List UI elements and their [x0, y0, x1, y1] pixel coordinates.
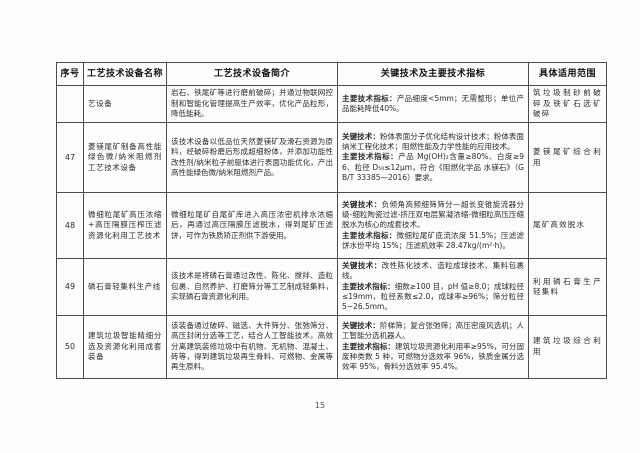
- col-header-keytech: 关键技术及主要技术指标: [337, 62, 529, 86]
- keytech-paragraph: 关键技术：负倾角高频细筛筛分—超长变锥旋流器分级-细粒陶瓷过滤-挤压双电层絮凝浓…: [342, 200, 524, 231]
- table-row: 48 微细粒尾矿高压浓缩+高压隔膜压榨压滤资源化利用工艺技术 微细粒尾矿自尾矿库…: [56, 192, 607, 259]
- cell-keytech: 关键技术：阶梯筛；复合张弛筛；高压密度风选机；人工智能分选机器人。 主要技术指标…: [337, 314, 529, 379]
- cell-serial: 49: [56, 258, 84, 316]
- keytech-label: 主要技术指标：: [342, 230, 397, 240]
- cell-serial: 50: [56, 314, 84, 379]
- keytech-paragraph: 关键技术：改性陈化技术、造粒成球技术、集料包裹线。: [342, 261, 524, 282]
- keytech-paragraph: 主要技术指标：细数≥100 目，pH 值≥8.0；成球粒径≤19mm，粒径系数≤…: [342, 282, 524, 313]
- cell-keytech: 关键技术：改性陈化技术、造粒成球技术、集料包裹线。 主要技术指标：细数≥100 …: [337, 258, 529, 316]
- keytech-text: 细数≥100 目，pH 值≥8.0；成球粒径≤19mm，粒径系数≤2.0，成球率…: [342, 281, 524, 312]
- cell-scope: 尾矿高效脱水: [528, 192, 607, 259]
- keytech-paragraph: 主要技术指标：产品 Mg(OH)₂含量≥80%、白度≥96、粒径 D₅₀≤12μ…: [342, 152, 524, 183]
- table-row: 47 菱镁尾矿制备高性能绿色微/纳米阻燃剂工艺技术设备 该技术设备以低品位天然菱…: [56, 122, 607, 193]
- cell-intro: 微细粒尾矿自尾矿库进入高压浓密机排水浓缩后，再通过高压隔膜压滤脱水，得到尾矿压滤…: [166, 192, 338, 259]
- col-header-name: 工艺技术设备名称: [83, 62, 167, 86]
- keytech-text: 阶梯筛；复合张弛筛；高压密度风选机；人工智能分选机器人。: [342, 320, 525, 341]
- keytech-label: 关键技术：: [342, 199, 382, 209]
- cell-scope: 筑垃圾制砂前破碎及铁矿石选矿破碎: [528, 85, 607, 123]
- cell-name: 建筑垃圾智能精细分选及资源化利用成套装备: [83, 314, 167, 379]
- keytech-text: 微细粒尾矿底流浓度 51.5%；压滤滤饼水份平均 15%；压滤机效率 28.47…: [342, 230, 524, 251]
- col-header-scope: 具体适用范围: [528, 62, 607, 86]
- keytech-paragraph: 关键技术：阶梯筛；复合张弛筛；高压密度风选机；人工智能分选机器人。: [342, 321, 524, 342]
- cell-name: 磷石膏轻集料生产线: [83, 258, 167, 316]
- cell-serial: 48: [56, 192, 84, 259]
- keytech-label: 关键技术：: [342, 261, 382, 270]
- cell-scope: 菱镁尾矿综合利用: [528, 122, 607, 193]
- keytech-paragraph: 主要技术指标：微细粒尾矿底流浓度 51.5%；压滤滤饼水份平均 15%；压滤机效…: [342, 231, 524, 252]
- cell-intro: 岩石、铁尾矿等进行磨前破碎；并通过物联网控制和智能化管理提高生产效率，优化产品粒…: [166, 85, 338, 123]
- keytech-paragraph: 主要技术指标：产品细度<5mm；无需整形；单位产品能耗降低40%。: [342, 94, 524, 115]
- tech-equipment-table: 序号 工艺技术设备名称 工艺技术设备简介 关键技术及主要技术指标 具体适用范围 …: [56, 62, 607, 379]
- keytech-text: 产品细度<5mm；无需整形；单位产品能耗降低40%。: [342, 93, 525, 113]
- col-header-serial: 序号: [56, 62, 84, 86]
- keytech-text: 改性陈化技术、造粒成球技术、集料包裹线。: [342, 261, 525, 281]
- keytech-text: 负倾角高频细筛筛分—超长变锥旋流器分级-细粒陶瓷过滤-挤压双电层絮凝浓缩-微细粒…: [342, 199, 525, 230]
- cell-name: 微细粒尾矿高压浓缩+高压隔膜压榨压滤资源化利用工艺技术: [83, 192, 167, 259]
- keytech-text: 建筑垃圾资源化利用率≥95%，可分固废种类数 5 种，可燃物分选效率 96%，铁…: [342, 341, 524, 372]
- table-header-row: 序号 工艺技术设备名称 工艺技术设备简介 关键技术及主要技术指标 具体适用范围: [56, 62, 607, 86]
- cell-keytech: 主要技术指标：产品细度<5mm；无需整形；单位产品能耗降低40%。: [337, 85, 529, 123]
- keytech-label: 关键技术：: [342, 131, 380, 141]
- cell-keytech: 关键技术：负倾角高频细筛筛分—超长变锥旋流器分级-细粒陶瓷过滤-挤压双电层絮凝浓…: [337, 192, 529, 259]
- col-header-intro: 工艺技术设备简介: [166, 62, 338, 86]
- keytech-text: 粉体表面分子优化结构设计技术；粉体表面纳米工程化技术；阻燃性能及力学性能的应用技…: [342, 131, 525, 151]
- cell-scope: 建筑垃圾综合利用: [528, 314, 607, 379]
- cell-scope: 利用磷石膏生产轻集料: [528, 258, 607, 316]
- page-number: 15: [314, 401, 326, 410]
- cell-intro: 该技术设备以低品位天然菱镁矿及滑石资源为原料，经破碎粉磨后形成超细粉体，并添加功…: [166, 122, 338, 193]
- cell-intro: 该技术是将磷石膏通过改性、陈化、搅拌、造粒包裹、自然养护、打磨筛分等工艺制成轻集…: [166, 258, 338, 316]
- keytech-paragraph: 关键技术：粉体表面分子优化结构设计技术；粉体表面纳米工程化技术；阻燃性能及力学性…: [342, 132, 524, 153]
- cell-serial: [56, 85, 84, 123]
- cell-serial: 47: [56, 122, 84, 193]
- cell-name: 艺设备: [83, 85, 167, 123]
- cell-name: 菱镁尾矿制备高性能绿色微/纳米阻燃剂工艺技术设备: [83, 122, 167, 193]
- keytech-label: 关键技术：: [342, 320, 380, 330]
- table-row: 50 建筑垃圾智能精细分选及资源化利用成套装备 该装备通过破碎、磁选、大件筛分、…: [56, 314, 607, 379]
- cell-keytech: 关键技术：粉体表面分子优化结构设计技术；粉体表面纳米工程化技术；阻燃性能及力学性…: [337, 122, 529, 193]
- keytech-text: 产品 Mg(OH)₂含量≥80%、白度≥96、粒径 D₅₀≤12μm，符合《阻燃…: [342, 152, 525, 183]
- keytech-label: 主要技术指标：: [342, 341, 396, 351]
- cell-intro: 该装备通过破碎、磁选、大件筛分、张弛筛分、高压封闭分选等工艺，结合人工智能技术，…: [166, 314, 338, 379]
- keytech-label: 主要技术指标：: [342, 152, 399, 162]
- keytech-paragraph: 主要技术指标：建筑垃圾资源化利用率≥95%，可分固废种类数 5 种，可燃物分选效…: [342, 342, 524, 373]
- keytech-label: 主要技术指标：: [342, 281, 395, 291]
- table-row: 49 磷石膏轻集料生产线 该技术是将磷石膏通过改性、陈化、搅拌、造粒包裹、自然养…: [56, 258, 607, 316]
- keytech-label: 主要技术指标：: [342, 93, 397, 103]
- table-row: 艺设备 岩石、铁尾矿等进行磨前破碎；并通过物联网控制和智能化管理提高生产效率，优…: [56, 85, 607, 123]
